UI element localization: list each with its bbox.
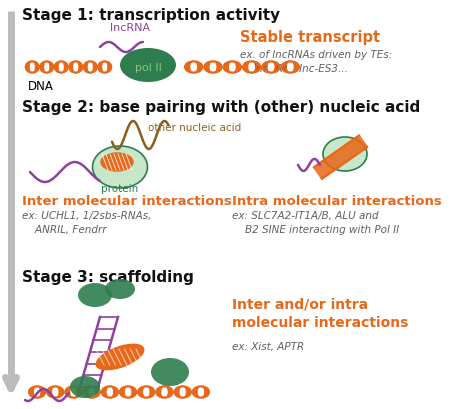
Ellipse shape — [323, 138, 367, 172]
Ellipse shape — [229, 62, 236, 73]
Ellipse shape — [248, 62, 255, 73]
Ellipse shape — [99, 62, 111, 73]
Ellipse shape — [66, 387, 81, 398]
Ellipse shape — [40, 62, 53, 73]
Text: protein: protein — [101, 184, 139, 193]
Ellipse shape — [47, 387, 63, 398]
Ellipse shape — [70, 376, 100, 398]
Ellipse shape — [78, 283, 112, 307]
Ellipse shape — [52, 387, 58, 398]
Text: ex: UCHL1, 1/2sbs-RNAs,
    ANRIL, Fendrr: ex: UCHL1, 1/2sbs-RNAs, ANRIL, Fendrr — [22, 211, 151, 234]
Ellipse shape — [190, 62, 197, 73]
Ellipse shape — [157, 387, 172, 398]
Text: Stable transcript: Stable transcript — [240, 30, 380, 45]
Ellipse shape — [44, 62, 50, 73]
Ellipse shape — [30, 62, 35, 73]
Text: Stage 1: transcription activity: Stage 1: transcription activity — [22, 8, 280, 23]
Ellipse shape — [143, 387, 149, 398]
Ellipse shape — [193, 387, 209, 398]
Text: pol II: pol II — [135, 63, 162, 73]
Ellipse shape — [268, 62, 274, 73]
Text: Stage 3: scaffolding: Stage 3: scaffolding — [22, 270, 194, 284]
Ellipse shape — [93, 147, 148, 189]
Ellipse shape — [125, 387, 131, 398]
Ellipse shape — [69, 62, 82, 73]
Ellipse shape — [210, 62, 216, 73]
Ellipse shape — [101, 154, 133, 172]
Text: DNA: DNA — [28, 80, 54, 93]
Ellipse shape — [243, 62, 260, 73]
Ellipse shape — [175, 387, 191, 398]
Ellipse shape — [96, 344, 144, 370]
Ellipse shape — [120, 49, 176, 83]
Ellipse shape — [34, 387, 40, 398]
Ellipse shape — [84, 387, 100, 398]
Ellipse shape — [151, 358, 189, 386]
Ellipse shape — [138, 387, 154, 398]
Text: Intra molecular interactions: Intra molecular interactions — [232, 195, 442, 207]
Ellipse shape — [180, 387, 186, 398]
Ellipse shape — [198, 387, 204, 398]
Text: other nucleic acid: other nucleic acid — [148, 123, 241, 133]
Ellipse shape — [204, 62, 221, 73]
Ellipse shape — [102, 62, 107, 73]
Ellipse shape — [161, 387, 168, 398]
Ellipse shape — [29, 387, 45, 398]
Ellipse shape — [89, 387, 95, 398]
Text: ex: SLC7A2-IT1A/B, ALU and
    B2 SINE interacting with Pol II: ex: SLC7A2-IT1A/B, ALU and B2 SINE inter… — [232, 211, 399, 234]
Ellipse shape — [105, 279, 135, 299]
Text: ex: Xist, APTR: ex: Xist, APTR — [232, 341, 304, 351]
Ellipse shape — [102, 387, 118, 398]
Ellipse shape — [282, 62, 299, 73]
Ellipse shape — [120, 387, 136, 398]
Ellipse shape — [88, 62, 93, 73]
Ellipse shape — [73, 62, 78, 73]
Ellipse shape — [262, 62, 279, 73]
Text: Inter and/or intra
molecular interactions: Inter and/or intra molecular interaction… — [232, 297, 409, 330]
Ellipse shape — [55, 62, 68, 73]
Ellipse shape — [26, 62, 39, 73]
Ellipse shape — [107, 387, 113, 398]
Text: Inter molecular interactions: Inter molecular interactions — [22, 195, 232, 207]
Ellipse shape — [224, 62, 241, 73]
Ellipse shape — [287, 62, 294, 73]
Ellipse shape — [84, 62, 97, 73]
Ellipse shape — [70, 387, 77, 398]
Text: lncRNA: lncRNA — [110, 23, 150, 33]
Ellipse shape — [185, 62, 202, 73]
Ellipse shape — [58, 62, 64, 73]
Text: Stage 2: base pairing with (other) nucleic acid: Stage 2: base pairing with (other) nucle… — [22, 100, 420, 115]
Text: ex. of lncRNAs driven by TEs:
    Incr-Ror, Inc-ES3...: ex. of lncRNAs driven by TEs: Incr-Ror, … — [240, 50, 392, 74]
